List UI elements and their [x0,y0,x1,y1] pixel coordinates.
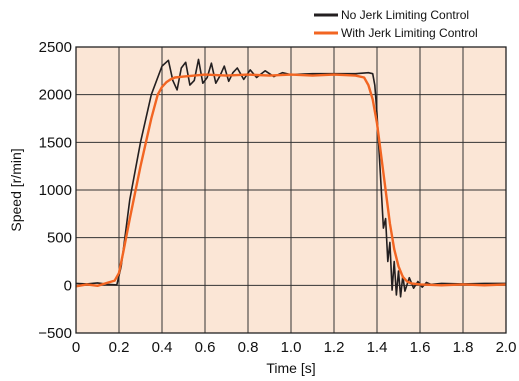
x-tick-label: 0.8 [238,339,259,356]
y-tick-label: 2500 [39,39,72,56]
legend: No Jerk Limiting Control With Jerk Limit… [314,8,478,40]
y-tick-label: 0 [64,277,72,294]
legend-label-no-jerk: No Jerk Limiting Control [341,8,469,22]
x-tick-label: 1.6 [410,339,431,356]
y-axis-label: Speed [r/min] [8,148,24,231]
x-axis-label: Time [s] [266,360,315,376]
plot-area-frame [75,46,507,334]
x-tick-label: 0.6 [195,339,216,356]
y-tick-label: −500 [38,325,72,342]
x-tick-label: 0.2 [109,339,130,356]
x-tick-label: 1.4 [367,339,388,356]
x-tick-label: 0.4 [152,339,173,356]
y-tick-label: 2000 [39,87,72,104]
x-tick-label: 1.2 [324,339,345,356]
x-tick-label: 0 [72,339,80,356]
x-tick-label: 1.8 [453,339,474,356]
series-line-with-jerk [75,73,507,288]
y-tick-labels: −500 0 500 1000 1500 2000 2500 [38,39,72,342]
x-tick-labels: 0 0.2 0.4 0.6 0.8 1.0 1.2 1.4 1.6 1.8 2.0 [72,339,517,356]
x-tick-label: 1.0 [281,339,302,356]
y-tick-label: 1500 [39,134,72,151]
y-tick-label: 1000 [39,182,72,199]
y-tick-label: 500 [47,230,72,247]
legend-label-with-jerk: With Jerk Limiting Control [341,26,478,40]
x-tick-label: 2.0 [496,339,517,356]
